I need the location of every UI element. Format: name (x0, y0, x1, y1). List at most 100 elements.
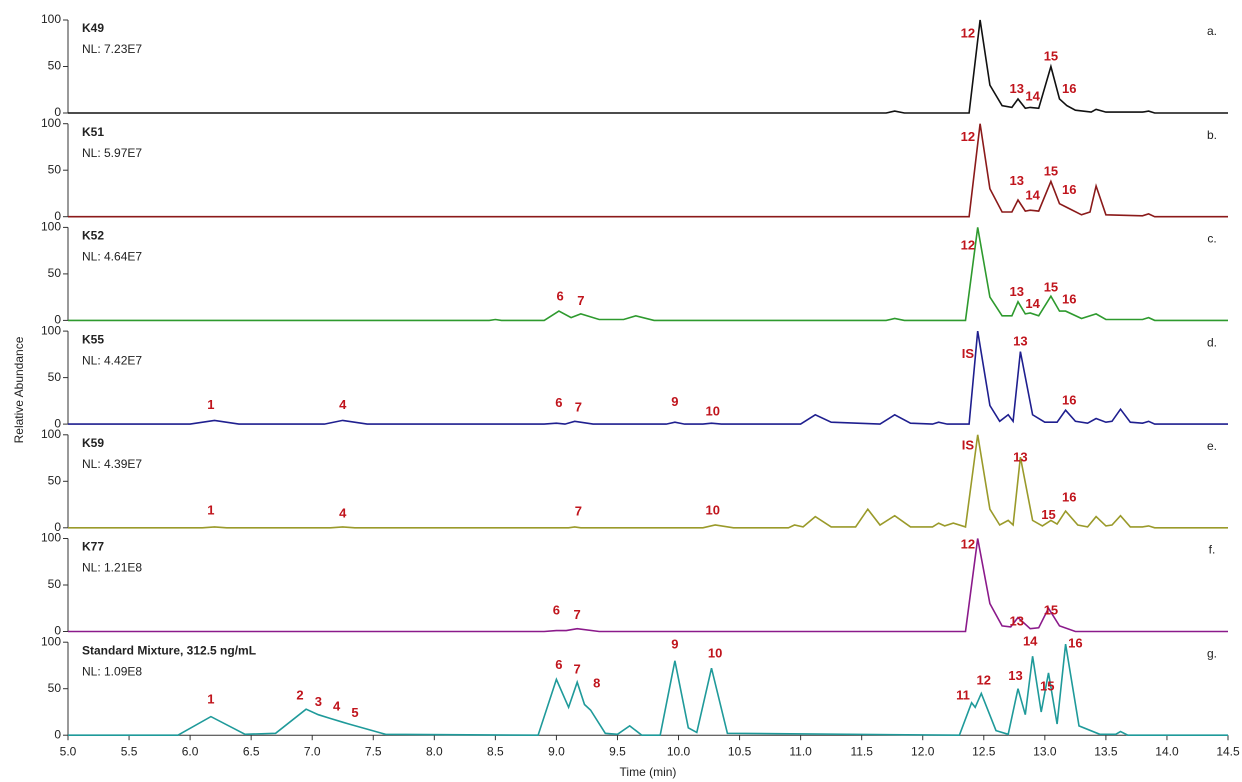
y-tick-label: 50 (48, 266, 62, 280)
panel-letter: d. (1207, 335, 1217, 349)
sample-name: K52 (82, 229, 104, 243)
y-axis-label: Relative Abundance (12, 336, 26, 443)
peak-label: 13 (1010, 614, 1024, 629)
peak-label: 16 (1062, 291, 1076, 306)
peak-label: 16 (1068, 635, 1082, 650)
y-tick-label: 100 (41, 116, 61, 130)
y-tick-label: 50 (48, 162, 62, 176)
chromatogram-figure: 050100a.K49NL: 7.23E71213141516050100b.K… (0, 0, 1242, 782)
peak-label: 10 (705, 403, 719, 418)
panel-letter: e. (1207, 439, 1217, 453)
x-tick-label: 7.0 (304, 744, 321, 758)
y-tick-label: 50 (48, 59, 62, 73)
sample-name: Standard Mixture, 312.5 ng/mL (82, 643, 256, 657)
peak-label: 15 (1044, 163, 1058, 178)
y-tick-label: 50 (48, 577, 62, 591)
peak-label: 14 (1023, 634, 1038, 649)
peak-label: 1 (207, 502, 214, 517)
peak-label: 13 (1010, 81, 1024, 96)
x-tick-label: 7.5 (365, 744, 382, 758)
peak-label: 6 (553, 602, 560, 617)
trace (68, 227, 1228, 320)
nl-label: NL: 7.23E7 (82, 42, 142, 56)
peak-label: 10 (705, 502, 719, 517)
y-tick-label: 0 (54, 727, 61, 741)
peak-label: 12 (961, 536, 975, 551)
peak-label: 11 (956, 688, 970, 703)
x-tick-label: 8.0 (426, 744, 443, 758)
sample-name: K59 (82, 436, 104, 450)
peak-label: 15 (1044, 279, 1058, 294)
y-tick-label: 100 (41, 220, 61, 234)
peak-label: 6 (555, 657, 562, 672)
nl-label: NL: 1.21E8 (82, 561, 142, 575)
x-tick-label: 5.5 (121, 744, 138, 758)
peak-label: 7 (574, 662, 581, 677)
peak-label: 15 (1040, 678, 1054, 693)
peak-label: 13 (1013, 449, 1027, 464)
x-tick-label: 13.0 (1033, 744, 1057, 758)
x-tick-label: 8.5 (487, 744, 504, 758)
x-tick-label: 14.0 (1155, 744, 1179, 758)
x-tick-label: 14.5 (1216, 744, 1240, 758)
peak-label: 15 (1041, 507, 1055, 522)
peak-label: 9 (671, 394, 678, 409)
x-tick-label: 10.5 (728, 744, 752, 758)
peak-label: 16 (1062, 489, 1076, 504)
peak-label: 13 (1010, 173, 1024, 188)
peak-label: 3 (315, 694, 322, 709)
y-tick-label: 100 (41, 531, 61, 545)
x-axis-label: Time (min) (620, 765, 677, 779)
nl-label: NL: 4.39E7 (82, 457, 142, 471)
peak-label: 16 (1062, 81, 1076, 96)
peak-label: 12 (961, 129, 975, 144)
peak-label: 15 (1044, 49, 1058, 64)
peak-label: 7 (575, 503, 582, 518)
peak-label: 15 (1044, 602, 1058, 617)
x-tick-label: 13.5 (1094, 744, 1118, 758)
peak-label: 12 (977, 673, 991, 688)
sample-name: K49 (82, 21, 104, 35)
peak-label: 13 (1008, 668, 1022, 683)
peak-label: 8 (593, 675, 600, 690)
peak-label: 14 (1025, 296, 1040, 311)
y-tick-label: 50 (48, 370, 62, 384)
peak-label: IS (962, 437, 975, 452)
peak-label: 12 (961, 25, 975, 40)
x-tick-label: 6.0 (182, 744, 199, 758)
x-tick-label: 5.0 (60, 744, 77, 758)
peak-label: 5 (351, 705, 358, 720)
peak-label: 1 (207, 691, 214, 706)
y-tick-label: 100 (41, 427, 61, 441)
peak-label: 16 (1062, 392, 1076, 407)
nl-label: NL: 1.09E8 (82, 664, 142, 678)
peak-label: 12 (961, 237, 975, 252)
peak-label: 10 (708, 646, 722, 661)
x-tick-label: 12.0 (911, 744, 935, 758)
y-tick-label: 100 (41, 323, 61, 337)
trace (68, 20, 1228, 113)
y-tick-label: 50 (48, 473, 62, 487)
peak-label: 14 (1025, 188, 1040, 203)
peak-label: 4 (339, 505, 347, 520)
x-tick-label: 9.0 (548, 744, 565, 758)
y-tick-label: 50 (48, 681, 62, 695)
trace (68, 331, 1228, 424)
peak-label: 1 (207, 397, 214, 412)
peak-label: 4 (333, 699, 341, 714)
nl-label: NL: 4.42E7 (82, 353, 142, 367)
peak-label: IS (962, 346, 975, 361)
panel-letter: f. (1209, 543, 1216, 557)
x-tick-label: 12.5 (972, 744, 996, 758)
y-tick-label: 100 (41, 12, 61, 26)
sample-name: K77 (82, 540, 104, 554)
panel-letter: b. (1207, 128, 1217, 142)
peak-label: 2 (296, 688, 303, 703)
trace (68, 539, 1228, 632)
peak-label: 13 (1013, 334, 1027, 349)
peak-label: 13 (1010, 284, 1024, 299)
panel-letter: a. (1207, 24, 1217, 38)
peak-label: 16 (1062, 182, 1076, 197)
nl-label: NL: 5.97E7 (82, 146, 142, 160)
x-tick-label: 9.5 (609, 744, 626, 758)
